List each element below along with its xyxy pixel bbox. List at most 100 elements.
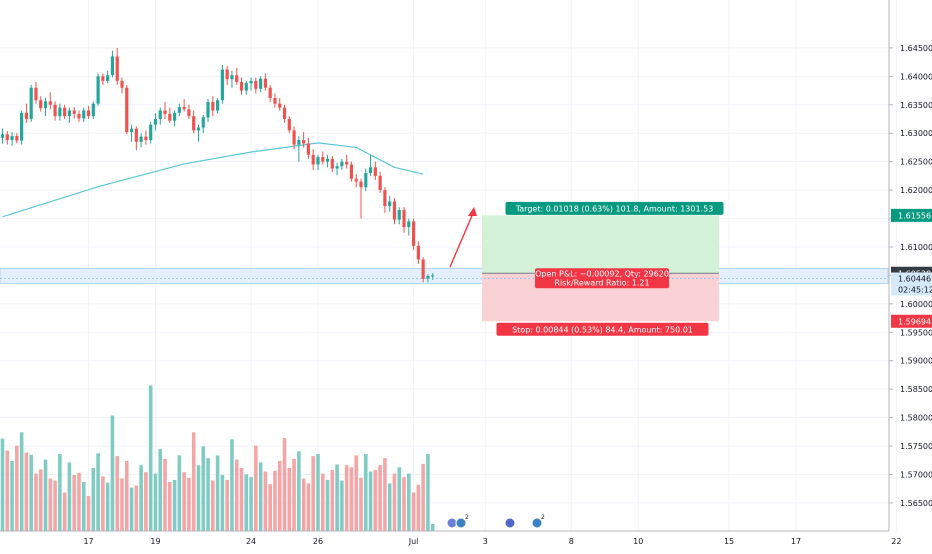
candle-body — [273, 97, 277, 104]
event-markers[interactable]: 2 2 — [446, 514, 545, 529]
candle-body — [431, 275, 435, 277]
target-price-tag[interactable] — [891, 208, 932, 222]
trade-labels[interactable]: Target: 0.01018 (0.63%) 101.8, Amount: 1… — [496, 201, 724, 336]
volume-bar — [387, 483, 392, 531]
volume-bar — [277, 461, 282, 531]
volume-bar — [254, 445, 258, 531]
moving-average — [2, 142, 424, 218]
volume-bar — [292, 458, 296, 531]
y-tick-label: 1.62500 — [900, 158, 932, 167]
current-price-tag[interactable] — [891, 272, 932, 296]
candle-body — [201, 117, 205, 128]
volume-bar — [67, 462, 72, 531]
volume-bar — [335, 464, 339, 531]
candles — [0, 47, 435, 283]
economic-event-icon[interactable] — [531, 517, 543, 529]
candle-body — [39, 100, 43, 109]
volume-bar — [249, 477, 253, 531]
candle-body — [149, 124, 153, 141]
news-event-icon[interactable] — [504, 517, 516, 529]
entry-highlight-band — [0, 267, 889, 284]
candle-body — [321, 157, 325, 162]
candle-body — [158, 110, 162, 120]
candle-body — [96, 76, 100, 104]
candle-body — [373, 167, 377, 176]
x-tick-label: 26 — [313, 537, 323, 546]
volume-bar — [301, 478, 306, 531]
candle-body — [67, 110, 72, 117]
volume-bar — [34, 473, 38, 531]
candle-body — [335, 166, 339, 169]
price-tags[interactable]: 1.61556 1.60538 1.60446 02:45:12 1.59694 — [891, 208, 932, 328]
candle-body — [177, 107, 181, 113]
x-tick-labels: 17192426Jul381015172224 — [83, 537, 901, 546]
volume-bar — [282, 437, 287, 531]
candle-body — [5, 134, 9, 141]
volume-bar — [101, 476, 105, 531]
volume-bar — [58, 454, 62, 531]
candle-body — [29, 87, 33, 120]
candle-body — [101, 76, 105, 81]
volume-bar — [38, 469, 43, 531]
volume-bar — [354, 455, 359, 531]
volume-bar — [29, 454, 33, 531]
candle-body — [259, 78, 263, 89]
candle-body — [110, 56, 115, 76]
candle-body — [359, 181, 363, 188]
target-label: Target: 0.01018 (0.63%) 101.8, Amount: 1… — [515, 204, 714, 213]
candle-body — [249, 80, 253, 84]
volume-bar — [306, 483, 311, 531]
candle-body — [144, 136, 148, 141]
volume-bar — [215, 455, 220, 531]
stop-label-box[interactable] — [496, 322, 709, 336]
volume-bar — [359, 477, 363, 531]
candle-body — [388, 201, 392, 207]
x-tick-label: 24 — [246, 537, 256, 546]
candle-body — [120, 80, 124, 88]
x-tick-label: 8 — [569, 537, 574, 546]
candle-body — [292, 130, 296, 145]
volume-bar — [368, 471, 373, 531]
candle-body — [278, 103, 282, 108]
volume-bar — [172, 479, 177, 531]
stop-price-tag[interactable] — [891, 314, 932, 328]
volume-bar — [340, 480, 344, 531]
candle-body — [225, 69, 229, 80]
risk-reward-label: Risk/Reward Ratio: 1.21 — [554, 278, 649, 287]
volume-bar — [115, 456, 120, 531]
candle-body — [354, 178, 358, 182]
position-overlay[interactable] — [0, 207, 888, 279]
volume-bar — [163, 458, 167, 531]
candle-body — [364, 173, 368, 188]
volume-bar — [187, 477, 191, 531]
volume-bar — [411, 492, 416, 531]
bar-countdown: 02:45:12 — [898, 285, 932, 294]
target-label-box[interactable] — [505, 201, 724, 215]
volume-bar — [263, 471, 268, 531]
candle-body — [192, 116, 196, 131]
volume-bar — [168, 482, 172, 531]
candle-body — [411, 221, 416, 246]
candle-body — [297, 140, 301, 145]
candle-body — [187, 109, 191, 117]
candle-body — [235, 75, 239, 83]
y-tick-label: 1.63500 — [900, 101, 932, 110]
volume-bar — [311, 456, 315, 531]
y-tick-label: 1.58000 — [900, 414, 932, 423]
profit-zone[interactable] — [482, 215, 719, 274]
volume-bar — [225, 479, 229, 531]
projection-arrowhead-icon — [468, 207, 477, 216]
y-tick-label: 1.57000 — [900, 470, 932, 479]
volume-bar — [77, 472, 81, 531]
volume-bar — [72, 475, 76, 531]
candle-body — [306, 143, 311, 155]
volume-bar — [378, 465, 382, 531]
volume-bar — [0, 438, 5, 531]
candle-body — [397, 210, 401, 220]
candle-body — [287, 119, 291, 131]
volume-bar — [110, 415, 115, 531]
dividend-event-icon[interactable] — [455, 517, 467, 529]
open-pnl-box[interactable] — [535, 268, 669, 289]
